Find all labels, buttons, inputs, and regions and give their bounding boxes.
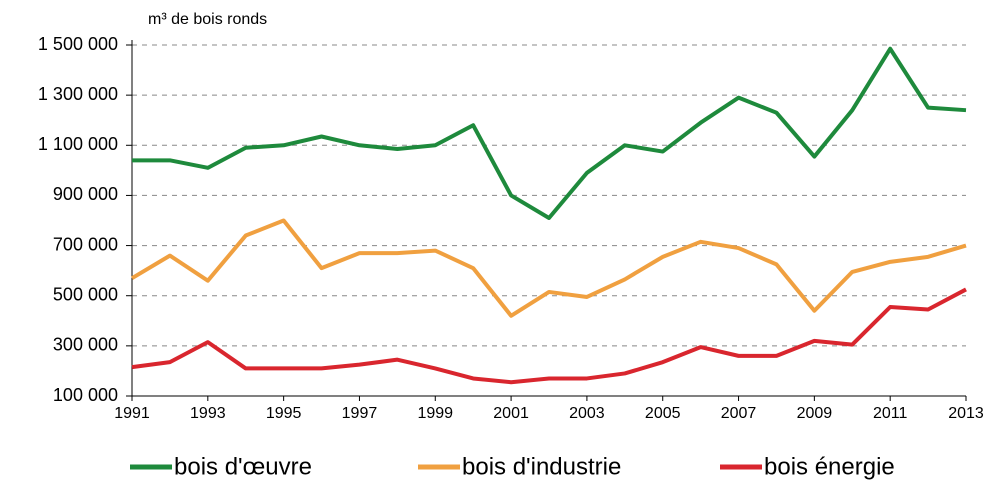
series-line: [132, 46, 967, 220]
x-tick-label: 2013: [948, 405, 984, 422]
legend-label: bois énergie: [764, 453, 895, 480]
x-tick-label: 1993: [190, 405, 226, 422]
y-tick-label: 500 000: [53, 284, 118, 304]
x-tick-label: 1997: [342, 405, 378, 422]
y-tick-label: 1 100 000: [38, 134, 118, 154]
y-tick-label: 300 000: [53, 335, 118, 355]
y-tick-label: 1 300 000: [38, 84, 118, 104]
y-tick-label: 1 500 000: [38, 34, 118, 54]
x-tick-label: 1991: [114, 405, 150, 422]
legend-label: bois d'œuvre: [174, 453, 312, 480]
x-tick-label: 2003: [569, 405, 605, 422]
y-tick-label: 700 000: [53, 234, 118, 254]
y-axis-label: m³ de bois ronds: [148, 11, 267, 28]
y-tick-label: 900 000: [53, 184, 118, 204]
x-tick-label: 2007: [721, 405, 757, 422]
legend-label: bois d'industrie: [462, 453, 621, 480]
x-tick-label: 1999: [417, 405, 453, 422]
x-tick-label: 2005: [645, 405, 681, 422]
series-line: [131, 287, 967, 385]
y-tick-label: 100 000: [53, 385, 118, 405]
x-tick-label: 2009: [797, 405, 833, 422]
series-line: [130, 218, 967, 318]
x-tick-label: 2011: [873, 405, 908, 422]
x-tick-label: 1995: [266, 405, 302, 422]
x-tick-label: 2001: [493, 405, 529, 422]
